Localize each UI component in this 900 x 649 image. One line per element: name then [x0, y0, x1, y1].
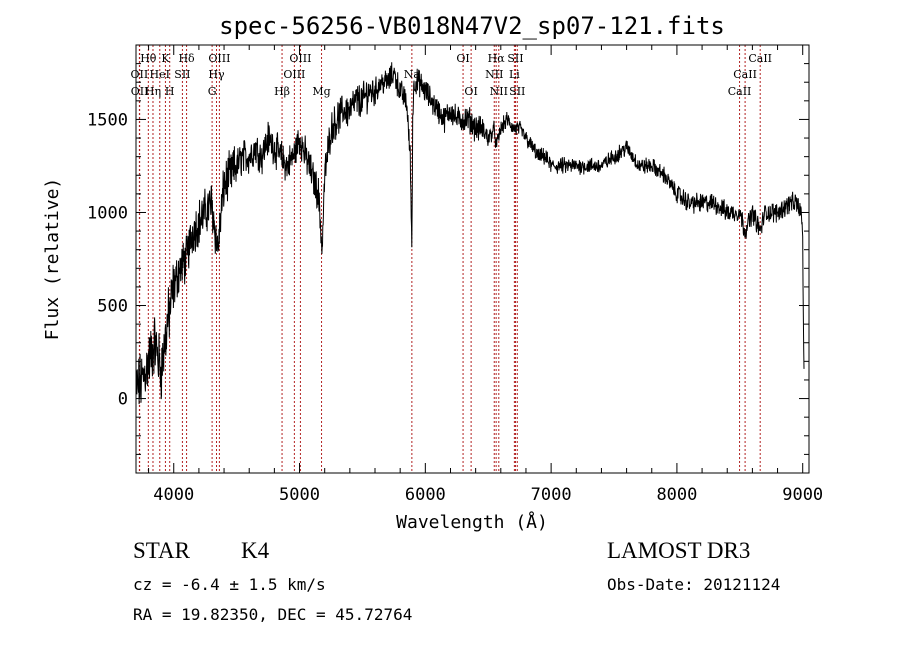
marker-label-4: HeI — [150, 68, 170, 81]
emission-line-labels: Hθ OII OII K HeI Hη Hδ SII H OIII Hγ G OIII OIII Hβ Mg N… — [131, 52, 772, 98]
marker-label-8: H — [165, 85, 175, 98]
y-axis: 0 500 1000 1500 — [87, 63, 809, 455]
marker-label-1: OII — [131, 68, 149, 81]
object-class: STAR — [133, 538, 190, 563]
marker-label-6: Hδ — [178, 52, 195, 65]
marker-label-0: Hθ — [140, 52, 157, 65]
marker-label-20: SII — [507, 52, 523, 65]
y-tick-label-1: 500 — [97, 297, 128, 317]
marker-label-18: OI — [464, 85, 477, 98]
emission-line-markers — [138, 45, 761, 473]
marker-label-17: OI — [456, 52, 469, 65]
y-axis-label: Flux (relative) — [42, 178, 63, 341]
spectrum-line — [135, 62, 805, 405]
x-axis: 4000 5000 6000 7000 8000 9000 — [148, 45, 823, 505]
marker-label-22: Li — [509, 68, 520, 81]
marker-label-10: Hγ — [208, 68, 225, 81]
marker-label-11: G — [208, 85, 217, 98]
marker-label-23: NII — [490, 85, 508, 98]
redshift-cz: cz = -6.4 ± 1.5 km/s — [133, 575, 326, 594]
marker-label-9: OIII — [208, 52, 230, 65]
marker-label-16: Na — [404, 68, 421, 81]
y-tick-label-3: 1500 — [87, 110, 128, 130]
x-tick-label-4: 8000 — [656, 485, 697, 505]
marker-label-15: Mg — [312, 85, 330, 98]
coordinates: RA = 19.82350, DEC = 45.72764 — [133, 605, 413, 624]
survey-name: LAMOST DR3 — [607, 538, 751, 563]
x-tick-label-1: 5000 — [279, 485, 320, 505]
marker-label-13: OIII — [283, 68, 305, 81]
y-tick-label-2: 1000 — [87, 203, 128, 223]
x-tick-label-0: 4000 — [153, 485, 194, 505]
observation-date: Obs-Date: 20121124 — [607, 575, 781, 594]
plot-frame — [135, 44, 810, 474]
x-tick-label-2: 6000 — [405, 485, 446, 505]
marker-label-5: Hη — [145, 85, 161, 98]
marker-label-2: OII — [131, 85, 149, 98]
x-tick-label-3: 7000 — [531, 485, 572, 505]
chart-title: spec-56256-VB018N47V2_sp07-121.fits — [219, 12, 725, 40]
marker-label-14: Hβ — [274, 85, 290, 98]
marker-label-24: SII — [509, 85, 525, 98]
marker-label-21: NII — [485, 68, 503, 81]
marker-label-3: K — [161, 52, 170, 65]
marker-label-25: CaII — [748, 52, 772, 65]
y-tick-label-0: 0 — [118, 390, 128, 410]
x-axis-label: Wavelength (Å) — [396, 511, 548, 533]
spectral-subclass: K4 — [241, 538, 270, 563]
marker-label-7: SII — [174, 68, 190, 81]
marker-label-26: CaII — [733, 68, 757, 81]
x-tick-label-5: 9000 — [782, 485, 823, 505]
marker-label-19: Hα — [488, 52, 506, 65]
marker-label-12: OIII — [289, 52, 311, 65]
marker-label-27: CaII — [728, 85, 752, 98]
